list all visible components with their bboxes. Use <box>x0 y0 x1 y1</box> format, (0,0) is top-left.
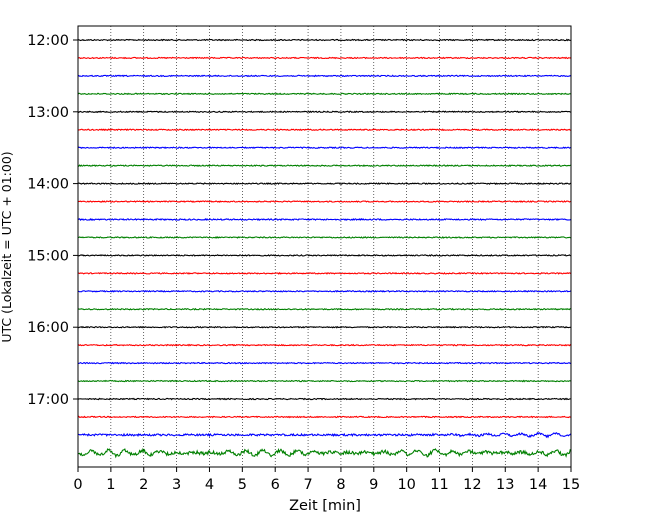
x-tick-label-10: 10 <box>397 477 415 493</box>
trace-1500 <box>77 253 572 257</box>
y-tick-label-12:00: 12:00 <box>27 33 69 49</box>
x-tick-label-0: 0 <box>73 477 82 493</box>
trace-1745 <box>77 447 572 459</box>
trace-1315 <box>77 128 572 132</box>
y-tick-label-13:00: 13:00 <box>27 105 69 121</box>
x-tick-label-15: 15 <box>562 477 580 493</box>
y-tick-label-16:00: 16:00 <box>27 320 69 336</box>
x-tick-label-5: 5 <box>238 477 247 493</box>
trace-1445 <box>77 236 572 239</box>
x-tick-label-13: 13 <box>496 477 514 493</box>
trace-1300 <box>77 110 572 114</box>
trace-1400 <box>77 182 572 186</box>
x-tick-label-12: 12 <box>463 477 481 493</box>
trace-1430 <box>77 217 572 222</box>
y-axis-ticks: 12:00 13:00 14:00 15:00 16:00 17:00 <box>27 33 78 408</box>
seismic-traces <box>77 38 572 459</box>
trace-1200 <box>77 38 572 42</box>
trace-1600 <box>77 325 572 329</box>
x-tick-label-11: 11 <box>430 477 448 493</box>
trace-1230 <box>77 74 572 78</box>
x-axis-label: Zeit [min] <box>289 498 361 514</box>
x-tick-label-1: 1 <box>106 477 115 493</box>
trace-1345 <box>77 164 572 168</box>
x-tick-label-6: 6 <box>271 477 280 493</box>
x-tick-label-2: 2 <box>139 477 148 493</box>
y-tick-label-15:00: 15:00 <box>27 248 69 264</box>
x-tick-label-4: 4 <box>205 477 214 493</box>
trace-1415 <box>77 200 572 203</box>
vertical-grid <box>110 26 539 467</box>
x-tick-label-8: 8 <box>336 477 345 493</box>
trace-1245 <box>77 92 572 96</box>
trace-1630 <box>77 361 572 365</box>
y-tick-label-14:00: 14:00 <box>27 177 69 193</box>
x-tick-label-14: 14 <box>529 477 547 493</box>
trace-1715 <box>77 415 572 419</box>
trace-1530 <box>77 289 572 293</box>
trace-1545 <box>77 307 572 311</box>
trace-1730 <box>77 431 572 439</box>
x-axis-ticks: 0 1 2 3 4 5 6 7 8 9 10 11 12 13 14 15 <box>73 467 580 493</box>
plot-frame <box>77 25 572 468</box>
trace-1700 <box>77 397 572 401</box>
trace-1615 <box>77 343 572 347</box>
y-axis-label: UTC (Lokalzeit = UTC + 01:00) <box>0 151 14 342</box>
x-tick-label-9: 9 <box>369 477 378 493</box>
trace-1330 <box>77 146 572 150</box>
trace-1215 <box>77 56 572 60</box>
x-tick-label-7: 7 <box>303 477 312 493</box>
trace-1515 <box>77 271 572 275</box>
x-tick-label-3: 3 <box>172 477 181 493</box>
trace-1645 <box>77 379 572 383</box>
y-tick-label-17:00: 17:00 <box>27 392 69 408</box>
